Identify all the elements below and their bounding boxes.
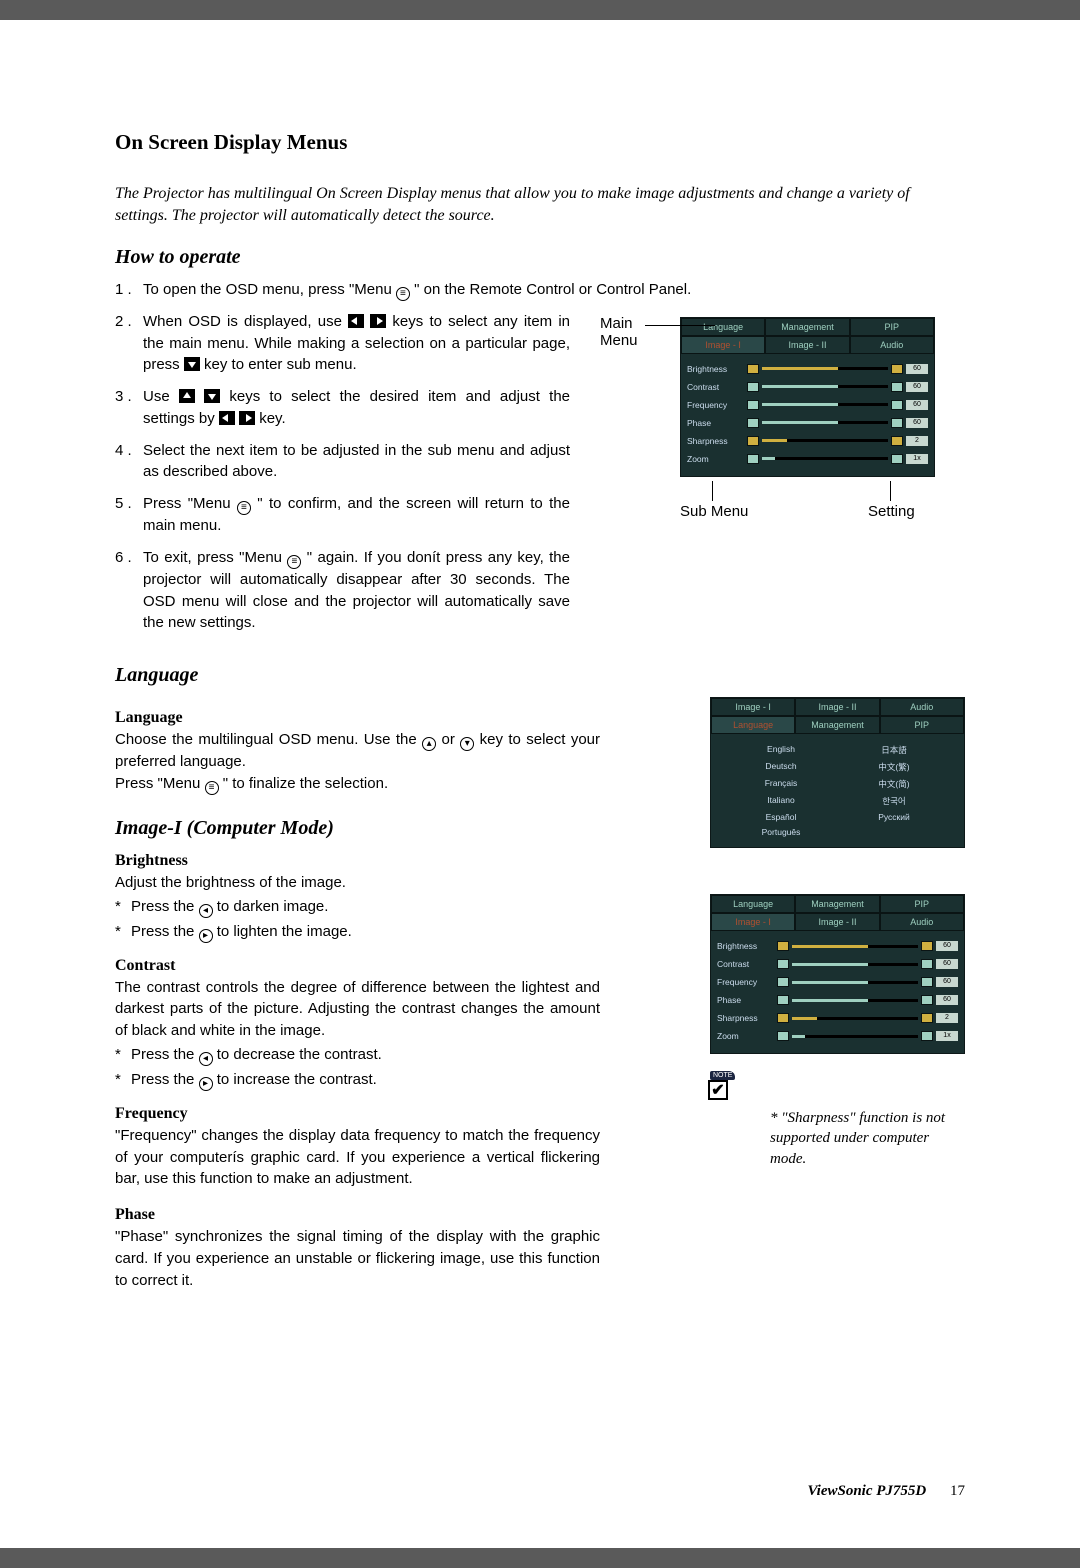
contrast-heading: Contrast: [115, 957, 600, 975]
frequency-heading: Frequency: [115, 1105, 600, 1123]
osd-menu-3: LanguageManagementPIPImage - IImage - II…: [710, 894, 965, 1054]
phase-heading: Phase: [115, 1206, 600, 1224]
left-arrow-icon: [348, 314, 364, 328]
note-box: NOTE ✔ * "Sharpness" function is not sup…: [710, 1064, 965, 1169]
brightness-heading: Brightness: [115, 852, 600, 870]
main-menu-callout: Main Menu: [600, 315, 644, 349]
note-text: * "Sharpness" function is not supported …: [710, 1108, 965, 1169]
footer: ViewSonic PJ755D 17: [807, 1483, 965, 1500]
language-subheading: Language: [115, 709, 600, 727]
menu-icon: ≡: [287, 555, 301, 569]
down-arrow-icon: ▾: [460, 737, 474, 751]
sub-menu-callout: Sub Menu: [680, 503, 748, 520]
menu-icon: ≡: [237, 501, 251, 515]
language-heading: Language: [115, 664, 965, 687]
right-arrow-icon: ▸: [199, 929, 213, 943]
left-arrow-icon: ◂: [199, 1052, 213, 1066]
image1-heading: Image-I (Computer Mode): [115, 817, 600, 840]
page: On Screen Display Menus The Projector ha…: [0, 20, 1080, 1548]
howto-heading: How to operate: [115, 246, 965, 269]
menu-icon: ≡: [396, 287, 410, 301]
osd-menu-language: Image - IImage - IIAudioLanguageManageme…: [710, 697, 965, 848]
menu-icon: ≡: [205, 781, 219, 795]
up-arrow-icon: ▴: [422, 737, 436, 751]
right-arrow-icon: [370, 314, 386, 328]
brightness-bullets: Press the ◂ to darken image. Press the ▸…: [115, 894, 600, 945]
page-title: On Screen Display Menus: [115, 130, 965, 155]
steps-list: 1 .To open the OSD menu, press "Menu ≡ "…: [115, 279, 965, 301]
right-arrow-icon: [239, 411, 255, 425]
intro-text: The Projector has multilingual On Screen…: [115, 183, 965, 228]
footer-brand: ViewSonic PJ755D: [807, 1483, 926, 1499]
right-arrow-icon: ▸: [199, 1077, 213, 1091]
down-arrow-icon: [184, 357, 200, 371]
left-arrow-icon: ◂: [199, 904, 213, 918]
contrast-bullets: Press the ◂ to decrease the contrast. Pr…: [115, 1042, 600, 1093]
down-arrow-icon: [204, 389, 220, 403]
check-icon: ✔: [708, 1080, 728, 1100]
setting-callout: Setting: [868, 503, 915, 520]
note-label: NOTE: [710, 1071, 735, 1080]
page-number: 17: [950, 1483, 965, 1499]
left-arrow-icon: [219, 411, 235, 425]
osd-menu-1: LanguageManagementPIPImage - IImage - II…: [680, 317, 935, 477]
up-arrow-icon: [179, 389, 195, 403]
